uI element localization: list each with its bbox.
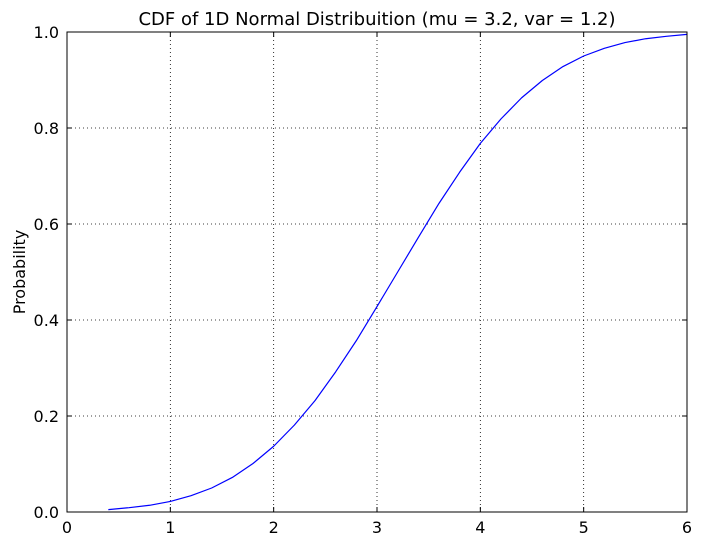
x-tick-label: 2: [269, 518, 279, 537]
y-tick-label: 0.0: [34, 503, 59, 522]
x-tick-label: 5: [579, 518, 589, 537]
x-tick-label: 3: [372, 518, 382, 537]
x-tick-label: 1: [165, 518, 175, 537]
grid-lines: [67, 32, 687, 512]
tick-marks: [66, 31, 688, 513]
x-tick-labels: 0 1 2 3 4 5 6: [62, 518, 692, 537]
y-tick-label: 1.0: [34, 23, 59, 42]
x-tick-label: 0: [62, 518, 72, 537]
y-tick-label: 0.6: [34, 215, 59, 234]
cdf-line: [108, 33, 688, 511]
y-tick-label: 0.2: [34, 407, 59, 426]
y-tick-labels: 0.0 0.2 0.4 0.6 0.8 1.0: [34, 23, 59, 522]
x-tick-label: 6: [682, 518, 692, 537]
x-tick-label: 4: [475, 518, 485, 537]
y-tick-label: 0.4: [34, 311, 59, 330]
chart-title: CDF of 1D Normal Distribuition (mu = 3.2…: [138, 9, 615, 30]
series-layer: [108, 33, 688, 511]
y-tick-label: 0.8: [34, 119, 59, 138]
y-axis-label: Probability: [10, 230, 29, 315]
